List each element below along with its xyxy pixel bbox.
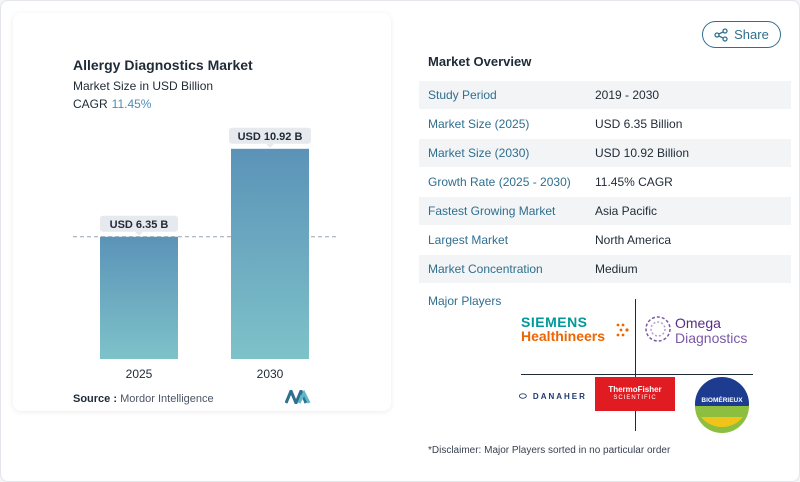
overview-key: Market Size (2025) [428,117,530,131]
data-label-box [229,127,311,144]
overview-key: Market Concentration [428,262,543,276]
bar-2030 [231,148,309,359]
overview-row: Largest Market North America [419,226,791,255]
overview-key: Study Period [428,88,497,102]
data-label: USD 10.92 B [238,131,303,143]
chart-panel: Allergy Diagnostics Market Market Size i… [13,13,391,411]
disclaimer: *Disclaimer: Major Players sorted in no … [428,445,671,456]
omega-diagnostics-logo: Omega Diagnostics [643,313,747,350]
cagr-label: CAGR [73,97,108,111]
major-players-logos: SIEMENS Healthineers Omega Diagnostics ⬭… [517,299,767,433]
data-label-box [100,215,178,232]
overview-key: Market Size (2030) [428,146,530,160]
omega-swirl-icon [645,316,671,342]
logo-divider [521,374,753,375]
overview-row: Market Size (2025) USD 6.35 Billion [419,110,791,139]
chart-title: Allergy Diagnostics Market [73,57,253,73]
overview-row: Market Concentration Medium [419,255,791,284]
source-line: Source : Mordor Intelligence [73,393,214,405]
share-button[interactable]: Share [702,21,781,48]
siemens-dots-icon [616,323,629,337]
overview-key: Largest Market [428,233,509,247]
overview-value: Asia Pacific [595,204,658,218]
share-label: Share [734,27,769,42]
overview-title: Market Overview [428,54,532,69]
overview-row: Growth Rate (2025 - 2030) 11.45% CAGR [419,168,791,197]
overview-value: 2019 - 2030 [595,88,660,102]
thermo-fisher-logo: ThermoFisher SCIENTIFIC [595,377,675,411]
data-label-pointer [266,143,274,148]
danaher-mark-icon: ⬭ [519,391,529,401]
overview-value: North America [595,233,672,247]
source-label: Source : [73,393,118,405]
biomerieux-globe-icon: BIOMÉRIEUX [695,377,749,433]
svg-text:BIOMÉRIEUX: BIOMÉRIEUX [701,395,743,404]
share-icon [714,27,728,42]
overview-row: Study Period 2019 - 2030 [419,81,791,110]
biomerieux-logo: BIOMÉRIEUX [693,375,751,438]
overview-value: Medium [595,262,638,276]
overview-value: USD 10.92 Billion [595,146,690,160]
x-tick-label: 2030 [257,367,284,381]
overview-row: Market Size (2030) USD 10.92 Billion [419,139,791,168]
major-players-label: Major Players [428,294,502,308]
data-label-pointer [135,231,143,236]
overview-value: 11.45% CAGR [595,175,673,189]
data-label: USD 6.35 B [110,219,169,231]
danaher-logo: ⬭ DANAHER [519,391,587,401]
cagr-line: CAGR 11.45% [73,97,151,111]
mordor-logo-icon [285,390,311,404]
cagr-value: 11.45% [111,97,152,111]
source-value: Mordor Intelligence [120,393,214,405]
overview-table: Study Period 2019 - 2030 Market Size (2025… [419,81,791,284]
bar-chart: USD 6.35 B 2025 USD 10.92 B 2030 [73,127,338,381]
overview-key: Growth Rate (2025 - 2030) [428,175,571,189]
x-tick-label: 2025 [126,367,153,381]
chart-subtitle: Market Size in USD Billion [73,79,214,93]
overview-value: USD 6.35 Billion [595,117,683,131]
logo-divider [635,299,636,357]
overview-key: Fastest Growing Market [428,204,556,218]
overview-row: Fastest Growing Market Asia Pacific [419,197,791,226]
siemens-healthineers-logo: SIEMENS Healthineers [521,314,606,344]
bar-2025 [100,236,178,359]
